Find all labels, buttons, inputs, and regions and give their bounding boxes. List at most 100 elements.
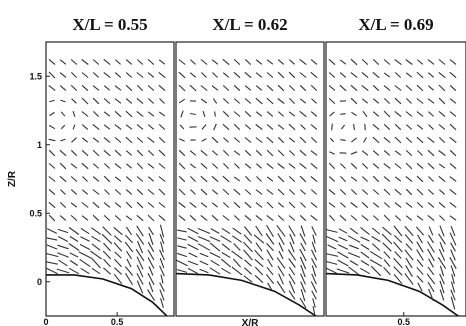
velocity-vector — [210, 228, 220, 234]
velocity-vector — [158, 149, 166, 157]
velocity-vector — [288, 150, 296, 156]
velocity-vector — [428, 234, 434, 244]
velocity-vector — [277, 175, 285, 183]
velocity-vector — [46, 261, 58, 265]
velocity-vector — [189, 214, 197, 222]
velocity-vector — [336, 268, 350, 274]
panel-frame — [325, 41, 466, 317]
velocity-vector — [188, 252, 198, 258]
velocity-vector — [68, 227, 80, 235]
velocity-vector — [102, 250, 112, 260]
velocity-vector — [90, 227, 102, 235]
velocity-vector — [233, 111, 241, 117]
vector-layer — [326, 58, 459, 316]
velocity-vector — [339, 214, 347, 222]
velocity-vector — [70, 214, 78, 222]
velocity-vector — [450, 242, 456, 252]
velocity-vector — [277, 233, 285, 245]
velocity-vector — [178, 214, 186, 222]
velocity-vector — [114, 149, 122, 157]
velocity-vector — [299, 149, 307, 157]
velocity-vector — [211, 175, 219, 183]
velocity-vector — [136, 97, 144, 105]
velocity-vector — [428, 111, 434, 117]
velocity-vector — [427, 149, 435, 157]
velocity-vector — [439, 289, 445, 301]
velocity-vector — [178, 98, 186, 104]
velocity-vector — [82, 176, 88, 182]
panel-frame — [45, 41, 175, 317]
velocity-vector — [326, 253, 339, 257]
velocity-vector — [340, 163, 346, 169]
x-tick-label: 0.5 — [398, 317, 411, 326]
velocity-vector — [234, 163, 240, 169]
velocity-vector — [190, 189, 196, 195]
velocity-vector — [278, 250, 284, 260]
velocity-vector — [416, 84, 424, 92]
velocity-vector — [136, 137, 144, 143]
velocity-vector — [383, 266, 391, 276]
velocity-vector — [200, 214, 208, 222]
velocity-vector — [266, 72, 274, 78]
velocity-vector — [416, 188, 424, 196]
velocity-vector — [450, 296, 456, 310]
velocity-vector — [428, 226, 434, 236]
velocity-vector — [244, 267, 252, 275]
velocity-vector — [255, 111, 263, 117]
velocity-vector — [125, 176, 133, 182]
velocity-vector — [92, 72, 100, 78]
velocity-vector — [278, 242, 284, 252]
velocity-vector — [416, 215, 424, 221]
velocity-vector — [187, 235, 199, 243]
velocity-vector — [223, 137, 229, 143]
velocity-vector — [287, 249, 297, 261]
velocity-vector — [147, 257, 155, 269]
velocity-vector — [277, 111, 285, 117]
velocity-vector — [310, 124, 318, 130]
velocity-vector — [136, 124, 144, 130]
velocity-vector — [416, 124, 424, 130]
velocity-vector — [60, 99, 66, 103]
velocity-vector — [46, 244, 58, 250]
velocity-vector — [245, 176, 251, 182]
velocity-vector — [92, 176, 100, 182]
velocity-vector — [58, 259, 68, 267]
velocity-vector — [244, 163, 252, 169]
velocity-vector — [427, 281, 435, 293]
velocity-vector — [300, 288, 306, 302]
velocity-vector — [69, 236, 79, 242]
velocity-vector — [361, 84, 369, 92]
velocity-vector — [255, 85, 263, 91]
velocity-vector — [244, 137, 252, 143]
velocity-vector — [311, 257, 317, 269]
velocity-vector — [81, 149, 89, 157]
velocity-vector — [103, 149, 111, 157]
velocity-vector — [361, 58, 369, 66]
velocity-vector — [71, 137, 77, 143]
velocity-vector — [158, 176, 166, 182]
velocity-vector — [256, 176, 262, 182]
velocity-vector — [103, 163, 111, 169]
velocity-vector — [328, 85, 336, 91]
velocity-vector — [382, 226, 392, 236]
velocity-vector — [288, 290, 296, 300]
velocity-vector — [113, 242, 123, 252]
velocity-vector — [340, 113, 346, 115]
velocity-vector — [244, 189, 252, 195]
velocity-vector — [266, 224, 274, 238]
velocity-vector — [276, 225, 286, 237]
velocity-vector — [200, 85, 208, 91]
velocity-vector — [159, 98, 165, 104]
velocity-vector — [326, 261, 338, 265]
velocity-vector — [288, 137, 296, 143]
velocity-vector — [327, 244, 337, 250]
velocity-vector — [243, 249, 253, 261]
velocity-vector — [288, 215, 296, 221]
velocity-vector — [405, 202, 413, 208]
velocity-vector — [243, 234, 253, 244]
velocity-vector — [231, 250, 243, 260]
velocity-vector — [211, 214, 219, 222]
velocity-vector — [372, 58, 380, 66]
velocity-vector — [416, 162, 424, 170]
